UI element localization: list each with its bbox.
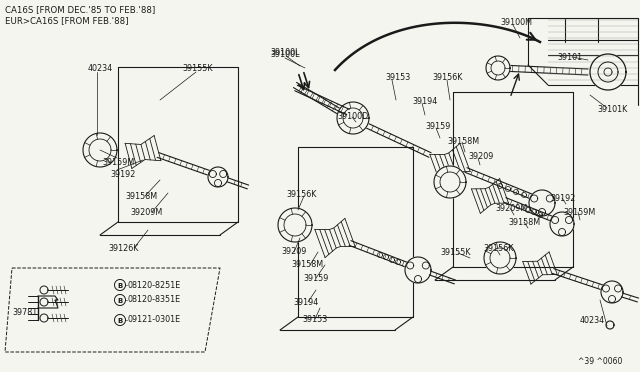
Text: ^39 ^0060: ^39 ^0060: [578, 357, 622, 366]
Polygon shape: [529, 190, 555, 216]
Text: 39156K: 39156K: [432, 73, 462, 82]
Text: 39209M: 39209M: [130, 208, 163, 217]
Text: 39209M: 39209M: [495, 204, 527, 213]
Polygon shape: [565, 217, 572, 224]
Text: 40234: 40234: [580, 316, 605, 325]
Polygon shape: [609, 295, 616, 302]
Polygon shape: [209, 170, 216, 177]
Text: 39100L: 39100L: [270, 50, 300, 59]
Text: 39192: 39192: [550, 194, 575, 203]
Text: 39153: 39153: [385, 73, 410, 82]
Text: 39126K: 39126K: [108, 244, 138, 253]
Text: 39153: 39153: [302, 315, 327, 324]
Text: 39100L: 39100L: [270, 48, 300, 57]
Polygon shape: [547, 195, 554, 202]
Text: B: B: [117, 298, 123, 304]
Polygon shape: [422, 262, 429, 269]
Text: 39159: 39159: [425, 122, 451, 131]
Polygon shape: [552, 217, 559, 224]
Text: 39158M: 39158M: [125, 192, 157, 201]
Polygon shape: [405, 257, 431, 283]
Polygon shape: [278, 208, 312, 242]
Polygon shape: [484, 242, 516, 274]
Polygon shape: [531, 195, 538, 202]
Text: 39100M: 39100M: [500, 18, 532, 27]
Text: 39158M: 39158M: [508, 218, 540, 227]
Text: CA16S [FROM DEC.'85 TO FEB.'88]: CA16S [FROM DEC.'85 TO FEB.'88]: [5, 5, 156, 14]
Polygon shape: [220, 170, 227, 177]
Text: 39159M: 39159M: [563, 208, 595, 217]
Polygon shape: [601, 281, 623, 303]
Text: B: B: [117, 283, 123, 289]
Text: 39155K: 39155K: [440, 248, 470, 257]
Polygon shape: [415, 276, 422, 282]
Polygon shape: [538, 208, 545, 215]
Text: B: B: [117, 318, 123, 324]
Text: 39209: 39209: [281, 247, 307, 256]
Polygon shape: [83, 133, 117, 167]
Text: 39194: 39194: [293, 298, 318, 307]
Text: 39101: 39101: [557, 53, 582, 62]
Text: 08120-8351E: 08120-8351E: [128, 295, 181, 305]
Text: 39192: 39192: [110, 170, 136, 179]
Text: EUR>CA16S [FROM FEB.'88]: EUR>CA16S [FROM FEB.'88]: [5, 16, 129, 25]
Polygon shape: [550, 212, 574, 236]
Text: 08120-8251E: 08120-8251E: [128, 280, 181, 289]
Text: 39194: 39194: [412, 97, 437, 106]
Polygon shape: [214, 180, 221, 186]
Text: 39159: 39159: [303, 274, 328, 283]
Text: 39159M: 39159M: [102, 158, 134, 167]
Polygon shape: [434, 166, 466, 198]
Polygon shape: [406, 262, 413, 269]
Polygon shape: [614, 285, 621, 292]
Polygon shape: [486, 56, 510, 80]
Polygon shape: [337, 102, 369, 134]
Polygon shape: [559, 228, 566, 235]
Polygon shape: [208, 167, 228, 187]
Text: 09121-0301E: 09121-0301E: [128, 315, 181, 324]
Text: 39158M: 39158M: [291, 260, 323, 269]
Text: 39156K: 39156K: [286, 190, 316, 199]
Polygon shape: [590, 54, 626, 90]
Text: 39100D: 39100D: [337, 112, 368, 121]
Text: 39158M: 39158M: [447, 137, 479, 146]
Text: 40234: 40234: [88, 64, 113, 73]
Text: 39781: 39781: [12, 308, 37, 317]
Text: 39155K: 39155K: [182, 64, 212, 73]
Text: 39156K: 39156K: [483, 244, 513, 253]
Text: 39209: 39209: [468, 152, 493, 161]
Text: 39101K: 39101K: [597, 105, 627, 114]
Polygon shape: [602, 285, 609, 292]
